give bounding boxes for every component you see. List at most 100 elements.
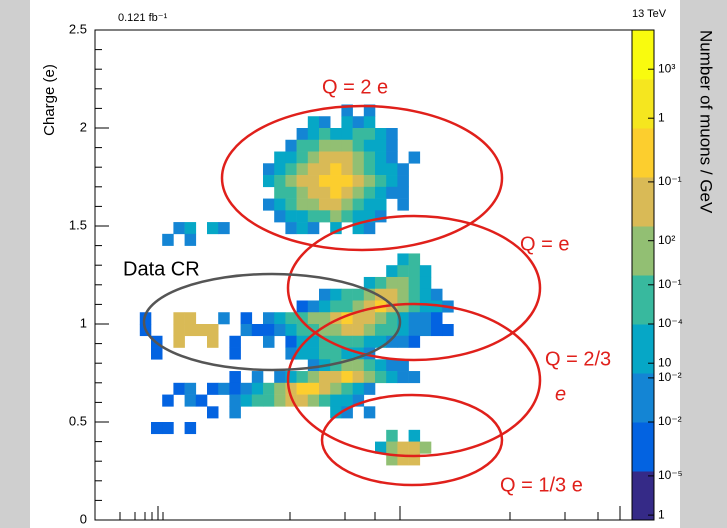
cell [173, 336, 185, 348]
cell [386, 371, 398, 383]
y-tick-label: 2 [80, 119, 87, 134]
cell [285, 324, 297, 336]
cell [375, 140, 387, 152]
cell [375, 371, 387, 383]
cell [263, 324, 275, 336]
cell [353, 289, 365, 301]
cell [319, 128, 331, 140]
cell [353, 116, 365, 128]
cell [353, 383, 365, 395]
cell [409, 277, 421, 289]
cell [364, 312, 376, 324]
cell [218, 383, 230, 395]
cell [297, 371, 309, 383]
cell [364, 383, 376, 395]
colorbar-tick-label: 10 [658, 355, 672, 369]
cell [386, 289, 398, 301]
cell [330, 128, 342, 140]
cell [431, 324, 443, 336]
cell [330, 163, 342, 175]
cell [409, 371, 421, 383]
cell [319, 312, 331, 324]
colorbar-tick-label: 10⁻² [658, 370, 682, 384]
cell [319, 175, 331, 187]
cell [173, 312, 185, 324]
colorbar-segment [632, 226, 654, 276]
cell [386, 430, 398, 442]
cell [319, 140, 331, 152]
cell [308, 199, 320, 211]
colorbar-tick-label: 10⁻² [658, 414, 682, 428]
cell [386, 175, 398, 187]
cell [263, 383, 275, 395]
cell [409, 430, 421, 442]
colorbar-segment [632, 128, 654, 178]
cell [341, 128, 353, 140]
cell [420, 289, 432, 301]
cell [330, 175, 342, 187]
cell [319, 187, 331, 199]
cell [263, 336, 275, 348]
cell [308, 116, 320, 128]
cell [185, 324, 197, 336]
cell [241, 312, 253, 324]
cell [409, 442, 421, 454]
cell [409, 289, 421, 301]
cell [274, 210, 286, 222]
cell [241, 383, 253, 395]
cell [229, 383, 241, 395]
cell [353, 324, 365, 336]
cell [442, 324, 454, 336]
cell [185, 222, 197, 234]
cell [420, 324, 432, 336]
cell [375, 128, 387, 140]
cell [341, 199, 353, 211]
cell [330, 395, 342, 407]
cell [218, 312, 230, 324]
cell [297, 210, 309, 222]
cell [319, 300, 331, 312]
cell [397, 265, 409, 277]
cell [263, 163, 275, 175]
cell [375, 199, 387, 211]
cell [252, 371, 263, 383]
cell [185, 312, 197, 324]
cell [274, 312, 286, 324]
cell [330, 348, 342, 360]
cell [297, 140, 309, 152]
cell [375, 312, 387, 324]
colorbar-segment [632, 422, 654, 472]
cell [397, 175, 409, 187]
cell [285, 222, 297, 234]
cell [162, 395, 174, 407]
cell [285, 199, 297, 211]
cell [386, 312, 398, 324]
cell [319, 371, 331, 383]
cell [397, 277, 409, 289]
cell [297, 152, 309, 164]
cell [364, 128, 376, 140]
cell [274, 199, 286, 211]
cell [274, 187, 286, 199]
cell [341, 383, 353, 395]
cell [353, 210, 365, 222]
cell [207, 336, 219, 348]
cell [341, 175, 353, 187]
cell [229, 348, 241, 360]
cell [386, 128, 398, 140]
cell [341, 336, 353, 348]
cell [420, 265, 432, 277]
cell [397, 253, 409, 265]
cell [420, 312, 432, 324]
colorbar-segment [632, 275, 654, 325]
cell [297, 199, 309, 211]
cell [375, 277, 387, 289]
cell [274, 395, 286, 407]
colorbar-segment [632, 79, 654, 129]
cell [285, 163, 297, 175]
cell [297, 187, 309, 199]
cell [274, 324, 286, 336]
cell [319, 383, 331, 395]
cell [274, 163, 286, 175]
cell [386, 187, 398, 199]
